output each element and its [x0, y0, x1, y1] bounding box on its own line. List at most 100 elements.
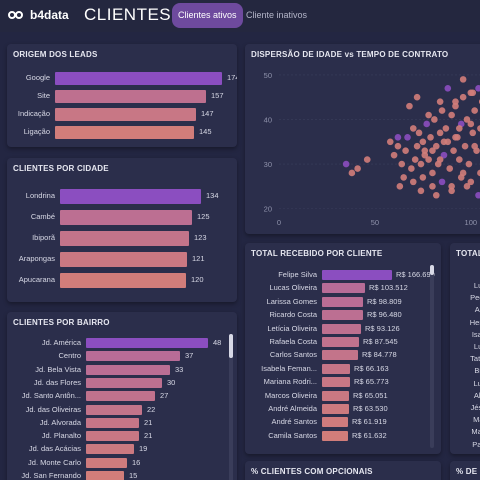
scatter-point[interactable] [436, 156, 444, 163]
scatter-point[interactable] [423, 120, 430, 128]
bairro-scroll-thumb[interactable] [229, 334, 233, 358]
bairro-row[interactable]: Jd. das Acácias 19 [7, 442, 237, 456]
origem-row[interactable]: Google 174 [7, 71, 237, 85]
scatter-point[interactable] [354, 165, 361, 172]
bairro-row[interactable]: Centro 37 [7, 349, 237, 363]
scatter-point[interactable] [425, 111, 432, 119]
total-bar[interactable] [322, 417, 348, 428]
scatter-point[interactable] [400, 174, 407, 181]
total-bar[interactable] [322, 404, 349, 414]
scatter-point[interactable] [475, 191, 480, 199]
cidade-row[interactable]: Arapongas 121 [7, 251, 237, 267]
total-bar[interactable] [322, 283, 365, 294]
scatter-point[interactable] [467, 120, 475, 128]
origem-bar[interactable] [55, 107, 196, 121]
total-bar[interactable] [322, 323, 361, 334]
bairro-scrollbar[interactable] [229, 334, 233, 480]
origem-bar[interactable] [55, 89, 206, 103]
total-row[interactable]: Larissa Gomes R$ 98.809 [245, 295, 441, 309]
scatter-point[interactable] [436, 129, 444, 137]
bairro-bar[interactable] [86, 391, 155, 402]
bairro-row[interactable]: Jd. Santo Antôn... 27 [7, 389, 237, 403]
scatter-point[interactable] [448, 111, 455, 119]
scatter-point[interactable] [465, 160, 473, 168]
scatter-point[interactable] [456, 156, 463, 163]
total-bar[interactable] [322, 390, 349, 401]
total-bar[interactable] [322, 310, 363, 321]
scatter-point[interactable] [342, 160, 350, 168]
scatter-point[interactable] [456, 125, 463, 132]
bairro-row[interactable]: Jd. Bela Vista 33 [7, 363, 237, 377]
cidade-bar[interactable] [60, 188, 201, 204]
origem-row[interactable]: Indicação 147 [7, 107, 237, 121]
scatter-point[interactable] [440, 151, 448, 159]
total-bar[interactable] [322, 296, 363, 307]
scatter-point[interactable] [404, 134, 411, 141]
total-scrollbar[interactable] [430, 265, 434, 448]
bairro-bar[interactable] [86, 351, 180, 362]
cidade-bar[interactable] [60, 251, 187, 267]
scatter-point[interactable] [425, 156, 432, 163]
bairro-row[interactable]: Jd. Monte Carlo 16 [7, 456, 237, 470]
scatter-point[interactable] [438, 107, 446, 114]
total-scroll-thumb[interactable] [430, 265, 434, 275]
bairro-bar[interactable] [86, 364, 170, 375]
scatter-point[interactable] [394, 142, 402, 150]
scatter-point[interactable] [431, 116, 438, 123]
total-row[interactable]: Ricardo Costa R$ 96.480 [245, 308, 441, 322]
total-bar[interactable] [322, 350, 358, 361]
scatter-point[interactable] [429, 183, 436, 190]
scatter-point[interactable] [452, 102, 459, 110]
bairro-bar[interactable] [86, 377, 162, 388]
scatter-point[interactable] [417, 187, 425, 195]
bairro-bar[interactable] [86, 457, 127, 468]
total-bar[interactable] [322, 363, 350, 374]
total-row[interactable]: Letícia Oliveira R$ 93.126 [245, 322, 441, 336]
scatter-point[interactable] [452, 134, 459, 141]
bairro-row[interactable]: Jd. San Fernando 15 [7, 469, 237, 480]
scatter-point[interactable] [419, 138, 427, 146]
origem-row[interactable]: Site 157 [7, 89, 237, 103]
bairro-row[interactable]: Jd. das Oliveiras 22 [7, 403, 237, 417]
scatter-point[interactable] [429, 147, 436, 154]
scatter-point[interactable] [398, 160, 406, 168]
total-row[interactable]: Felipe Silva R$ 166.699 [245, 268, 441, 282]
tab-clientes-ativos[interactable]: Clientes ativos [172, 3, 243, 28]
scatter-point[interactable] [409, 178, 417, 186]
scatter-point[interactable] [471, 142, 478, 150]
scatter-point[interactable] [448, 187, 455, 195]
tab-clientes-inativos[interactable]: Cliente inativos [246, 10, 308, 20]
scatter-point[interactable] [427, 134, 434, 141]
scatter-point[interactable] [417, 160, 425, 168]
bairro-row[interactable]: Jd. Alvorada 21 [7, 416, 237, 430]
origem-row[interactable]: Ligação 145 [7, 125, 237, 139]
cidade-row[interactable]: Londrina 134 [7, 188, 237, 204]
bairro-row[interactable]: Jd. das Flores 30 [7, 376, 237, 390]
total-row[interactable]: Carlos Santos R$ 84.778 [245, 348, 441, 362]
total-bar[interactable] [322, 377, 350, 388]
scatter-point[interactable] [444, 84, 452, 92]
scatter-point[interactable] [477, 169, 480, 177]
scatter-point[interactable] [421, 151, 429, 159]
bairro-row[interactable]: Jd. América 48 [7, 336, 237, 350]
total-row[interactable]: Marcos Oliveira R$ 65.051 [245, 389, 441, 403]
scatter-point[interactable] [406, 102, 413, 110]
scatter-point[interactable] [396, 183, 404, 190]
scatter-point[interactable] [432, 142, 440, 150]
bairro-bar[interactable] [86, 471, 124, 480]
scatter-point[interactable] [438, 178, 446, 186]
scatter-point[interactable] [459, 93, 467, 101]
cidade-bar[interactable] [60, 209, 192, 225]
bairro-bar[interactable] [86, 444, 134, 455]
bairro-bar[interactable] [86, 338, 208, 348]
total-row[interactable]: Rafaela Costa R$ 87.545 [245, 335, 441, 349]
scatter-point[interactable] [461, 142, 469, 150]
scatter-point[interactable] [469, 89, 477, 97]
scatter-point[interactable] [390, 151, 398, 159]
cidade-row[interactable]: Cambé 125 [7, 209, 237, 225]
total-row[interactable]: André Santos R$ 61.919 [245, 415, 441, 429]
scatter-point[interactable] [419, 174, 427, 181]
total-row[interactable]: Camila Santos R$ 61.632 [245, 429, 441, 443]
total-bar[interactable] [322, 430, 348, 441]
cidade-bar[interactable] [60, 272, 186, 288]
